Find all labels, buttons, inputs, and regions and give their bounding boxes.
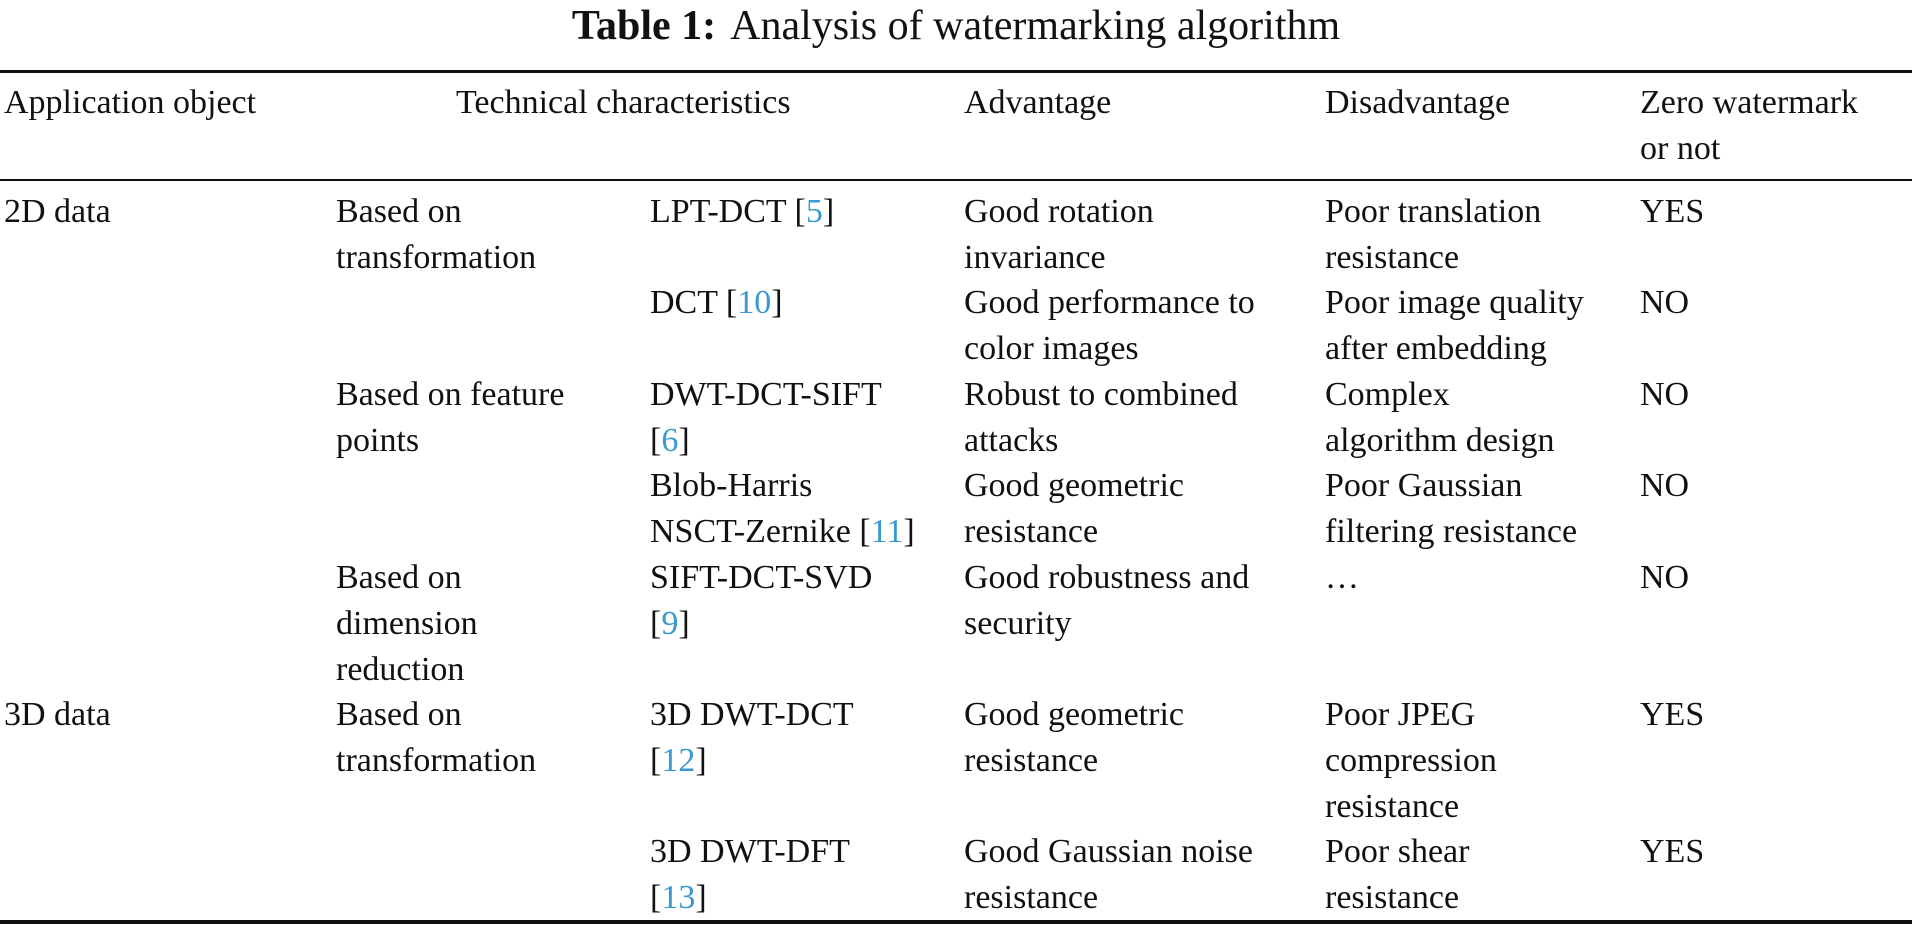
header-application-object: Application object [4,84,257,121]
table-top-rule [0,70,1912,73]
table-row-zero-watermark: YES [1640,696,1705,733]
citation-bracket: ] [822,193,835,230]
table-row-zero-watermark: NO [1640,376,1690,413]
application-object-2d: 2D data [4,193,111,230]
header-advantage: Advantage [964,84,1112,121]
application-object-3d: 3D data [4,696,111,733]
citation-link[interactable]: 5 [805,193,823,230]
header-disadvantage: Disadvantage [1325,84,1511,121]
table-row-method: 3D DWT-DCT [12] [650,692,854,784]
category-transformation-2d: Based on transformation [336,193,537,276]
table-row-zero-watermark: YES [1640,833,1705,870]
table-row-disadvantage: Poor Gaussian filtering resistance [1325,467,1578,550]
table-row-method: DCT [10] [650,280,783,326]
citation-bracket: ] [771,284,783,321]
table-row-method: Blob-Harris NSCT-Zernike [11] [650,463,915,555]
method-name: 3D DWT-DCT [ [650,696,854,779]
category-transformation-3d: Based on transformation [336,696,537,779]
table-caption-label: Table 1: [571,3,717,49]
table-row-zero-watermark: NO [1640,559,1690,596]
table-row-zero-watermark: NO [1640,467,1690,504]
table-row-method: LPT-DCT [5] [650,189,834,235]
method-name: Blob-Harris NSCT-Zernike [ [650,467,871,550]
table-row-advantage: Good robustness and security [964,559,1250,642]
table-row-disadvantage: Poor JPEG compression resistance [1325,696,1497,825]
table-caption: Table 1: Analysis of watermarking algorit… [0,2,1912,50]
citation-bracket: ] [678,605,690,642]
table-row-disadvantage: Poor image quality after embedding [1325,284,1584,367]
table-row-zero-watermark: YES [1640,193,1705,230]
table-bottom-rule [0,920,1912,924]
table-row-advantage: Good performance to color images [964,284,1255,367]
method-name: 3D DWT-DFT [ [650,833,850,916]
table-row-disadvantage: Poor shear resistance [1325,833,1470,916]
method-name: DWT-DCT-SIFT [ [650,376,882,459]
category-feature-points: Based on feature points [336,376,565,459]
table-row-advantage: Robust to combined attacks [964,376,1238,459]
citation-bracket: ] [678,422,690,459]
table-row-advantage: Good rotation invariance [964,193,1154,276]
table-row-method: SIFT-DCT-SVD [9] [650,555,872,647]
method-name: LPT-DCT [ [650,193,806,230]
method-name: SIFT-DCT-SVD [ [650,559,873,642]
table-row-disadvantage: … [1325,559,1359,596]
table-row-disadvantage: Complex algorithm design [1325,376,1555,459]
method-name: DCT [ [650,284,738,321]
table-caption-title: Analysis of watermarking algorithm [730,3,1341,49]
citation-link[interactable]: 6 [661,422,679,459]
table-row-advantage: Good geometric resistance [964,467,1184,550]
citation-bracket: ] [695,879,707,916]
citation-link[interactable]: 9 [661,605,679,642]
table-row-advantage: Good geometric resistance [964,696,1184,779]
table-row-advantage: Good Gaussian noise resistance [964,833,1253,916]
table-row-method: 3D DWT-DFT [13] [650,829,850,921]
citation-link[interactable]: 10 [737,284,772,321]
citation-link[interactable]: 13 [661,879,696,916]
citation-link[interactable]: 11 [870,513,904,550]
citation-link[interactable]: 12 [661,742,696,779]
table-row-zero-watermark: NO [1640,284,1690,321]
citation-bracket: ] [903,513,915,550]
header-zero-watermark: Zero watermark or not [1640,84,1859,167]
table-header-rule [0,179,1912,181]
table-row-disadvantage: Poor translation resistance [1325,193,1542,276]
table-row-method: DWT-DCT-SIFT [6] [650,372,882,464]
category-dimension-reduction: Based on dimension reduction [336,559,478,688]
citation-bracket: ] [695,742,707,779]
header-technical-characteristics: Technical characteristics [456,84,791,121]
